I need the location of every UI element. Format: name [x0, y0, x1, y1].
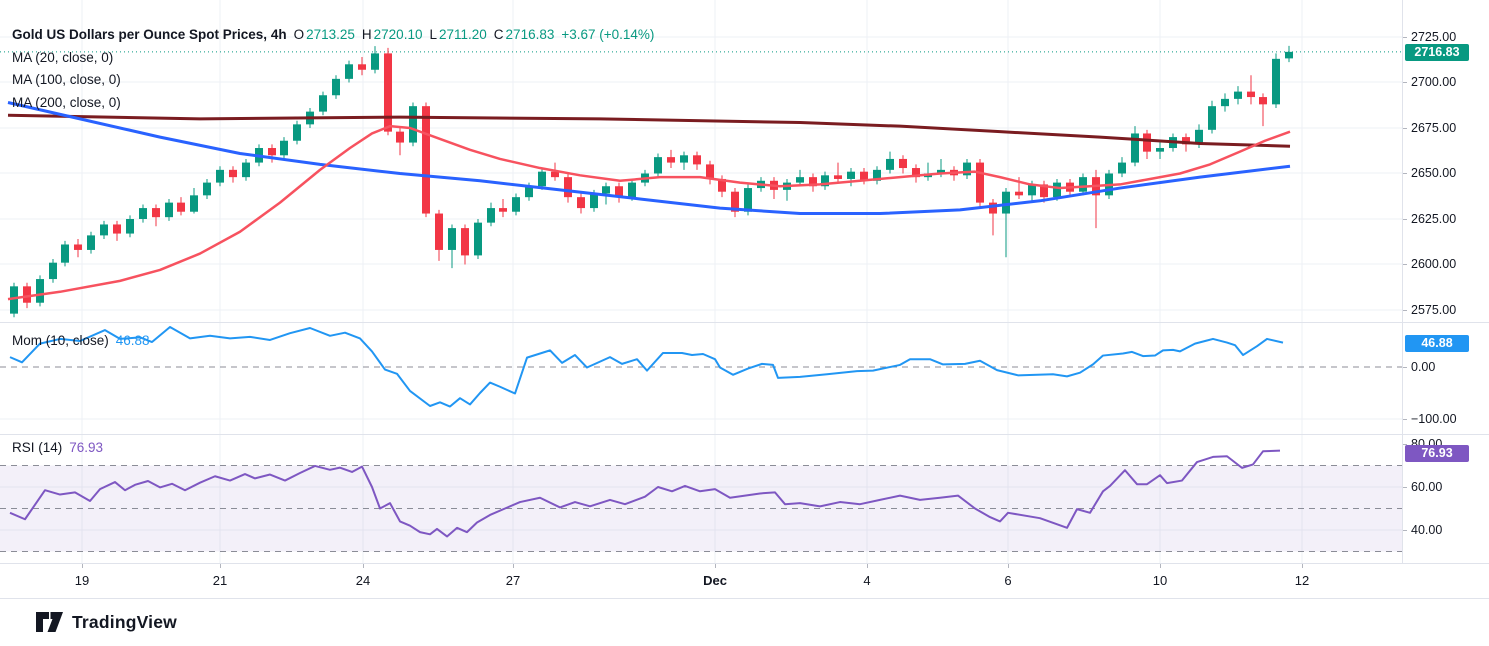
- footer-bar: TradingView: [0, 599, 1489, 646]
- momentum-label: Mom (10, close): [12, 333, 109, 348]
- time-axis-tick: [715, 564, 716, 568]
- time-axis-tick: [1008, 564, 1009, 568]
- momentum-legend[interactable]: Mom (10, close) 46.88: [12, 333, 150, 348]
- ohlc-change: +3.67 (+0.14%): [561, 27, 655, 42]
- time-axis-label: 19: [74, 573, 90, 588]
- momentum-line[interactable]: [9, 325, 1284, 408]
- ohlc-high: H 2720.10: [361, 27, 423, 42]
- pane-separator-1[interactable]: [0, 322, 1489, 323]
- price-axis-tick: [1403, 37, 1407, 38]
- time-axis-label: 12: [1294, 573, 1310, 588]
- price-axis-tick: [1403, 530, 1407, 531]
- time-axis-label: 10: [1152, 573, 1168, 588]
- time-axis-label: 4: [863, 573, 871, 588]
- price-axis-label: 2700.00: [1411, 75, 1457, 89]
- price-axis-tick: [1403, 128, 1407, 129]
- price-axis-label: −100.00: [1411, 412, 1457, 426]
- price-axis-label: 2600.00: [1411, 257, 1457, 271]
- price-axis-tick: [1403, 367, 1407, 368]
- price-axis-tick: [1403, 487, 1407, 488]
- grid-lines: [0, 0, 1402, 563]
- time-axis-label: 27: [505, 573, 521, 588]
- chart-plot-area[interactable]: [0, 0, 1402, 563]
- time-axis-tick: [363, 564, 364, 568]
- ma20-line[interactable]: [7, 124, 1291, 301]
- ohlc-open: O 2713.25: [293, 27, 355, 42]
- rsi-label: RSI (14): [12, 440, 63, 455]
- ohlc-low: L 2711.20: [429, 27, 487, 42]
- symbol-title: Gold US Dollars per Ounce Spot Prices, 4…: [12, 27, 287, 42]
- tradingview-brand-text[interactable]: TradingView: [72, 612, 177, 632]
- price-axis-tick: [1403, 419, 1407, 420]
- price-axis-tick: [1403, 82, 1407, 83]
- price-axis-label: 2625.00: [1411, 212, 1457, 226]
- legend-ma100[interactable]: MA (100, close, 0): [12, 72, 121, 87]
- rsi-line[interactable]: [9, 449, 1281, 538]
- legend-ma20[interactable]: MA (20, close, 0): [12, 49, 114, 65]
- price-axis-label: 2675.00: [1411, 121, 1457, 135]
- main-pane-legend: Gold US Dollars per Ounce Spot Prices, 4…: [12, 24, 654, 114]
- tradingview-logo-icon[interactable]: [36, 612, 63, 633]
- ohlc-close: C 2716.83: [493, 27, 555, 42]
- price-axis-label: 2725.00: [1411, 30, 1457, 44]
- legend-ma200[interactable]: MA (200, close, 0): [12, 94, 121, 110]
- time-axis-label: 24: [355, 573, 371, 588]
- time-axis-tick: [867, 564, 868, 568]
- price-axis[interactable]: 2725.00 2700.00 2675.00 2650.00 2625.00 2600.…: [1402, 0, 1489, 563]
- price-axis-tick: [1403, 173, 1407, 174]
- price-axis-label: 40.00: [1411, 523, 1443, 537]
- pane-separator-2[interactable]: [0, 434, 1489, 435]
- rsi-value: 76.93: [69, 440, 104, 455]
- price-axis-label: 2650.00: [1411, 166, 1457, 180]
- time-axis-tick: [1302, 564, 1303, 568]
- price-badge: 46.88: [1405, 334, 1469, 352]
- rsi-legend[interactable]: RSI (14) 76.93: [12, 440, 103, 455]
- price-axis-label: 60.00: [1411, 480, 1443, 494]
- ma200-line[interactable]: [7, 113, 1291, 148]
- time-axis-tick: [513, 564, 514, 568]
- time-axis-border: [0, 563, 1489, 564]
- time-axis-label: Dec: [703, 573, 727, 588]
- time-axis-label: 6: [1004, 573, 1012, 588]
- price-axis-tick: [1403, 219, 1407, 220]
- symbol-legend-row[interactable]: Gold US Dollars per Ounce Spot Prices, 4…: [12, 24, 654, 47]
- price-axis-tick: [1403, 310, 1407, 311]
- price-axis-label: 0.00: [1411, 360, 1436, 374]
- time-axis-tick: [220, 564, 221, 568]
- time-axis-label: 21: [212, 573, 228, 588]
- price-badge: 2716.83: [1405, 43, 1469, 61]
- time-axis-tick: [82, 564, 83, 568]
- footer-border: [0, 598, 1489, 599]
- price-badge: 76.93: [1405, 444, 1469, 462]
- price-axis-tick: [1403, 264, 1407, 265]
- ma100-line[interactable]: [7, 101, 1291, 216]
- time-axis[interactable]: 19 21 24 27 Dec 4 6 10 12: [0, 564, 1489, 598]
- price-axis-label: 2575.00: [1411, 303, 1457, 317]
- momentum-value: 46.88: [115, 333, 150, 348]
- time-axis-tick: [1160, 564, 1161, 568]
